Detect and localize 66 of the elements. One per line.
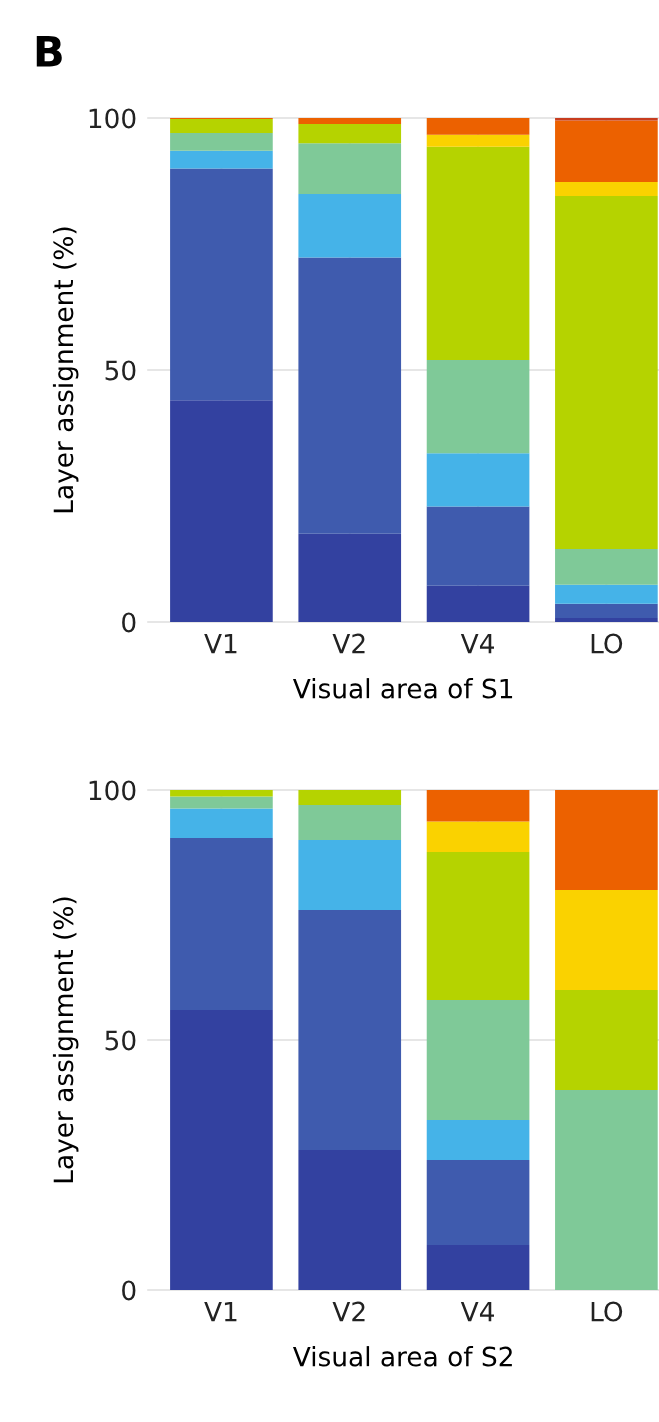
bar: [555, 182, 658, 197]
y-tick-label: 0: [122, 1280, 136, 1301]
bar: [170, 150, 273, 169]
bar: [426, 821, 530, 852]
y-tick-label: 100: [89, 108, 136, 129]
y-axis-title: Layer assignment (%): [52, 897, 79, 1183]
x-tick-label: V2: [332, 1301, 365, 1322]
y-tick-label: 0: [122, 612, 136, 633]
bar: [426, 790, 530, 822]
bar: [298, 257, 402, 534]
y-axis-title: Layer assignment (%): [52, 227, 79, 513]
bar: [426, 146, 530, 360]
bar: [555, 196, 658, 549]
bar: [555, 584, 658, 604]
bar: [555, 790, 658, 890]
chart-title: B: [36, 36, 62, 67]
bar: [426, 1245, 530, 1290]
bar: [426, 1120, 530, 1160]
bar: [426, 585, 530, 622]
x-axis-title: Visual area of S1: [292, 678, 513, 699]
x-tick-label: LO: [591, 633, 623, 654]
bar: [555, 990, 658, 1090]
x-axis-title: Visual area of S2: [292, 1346, 512, 1367]
bar: [170, 1010, 273, 1290]
bar: [298, 124, 402, 144]
bar: [555, 603, 658, 618]
x-tick-label: V1: [204, 1301, 237, 1322]
bar: [426, 118, 530, 135]
bar: [170, 119, 273, 134]
x-tick-label: V4: [460, 633, 495, 654]
bar: [555, 617, 658, 622]
bar: [298, 118, 402, 125]
bar: [170, 168, 273, 401]
bar: [298, 840, 402, 910]
x-tick-label: LO: [591, 1301, 623, 1322]
bar: [426, 453, 530, 507]
x-tick-label: V2: [332, 633, 365, 654]
bar: [426, 359, 530, 454]
bar: [170, 838, 273, 1010]
x-tick-label: V1: [204, 633, 237, 654]
bar: [298, 910, 402, 1150]
bar: [170, 808, 273, 838]
bar: [426, 852, 530, 1000]
bar: [298, 143, 402, 195]
bar: [298, 533, 402, 622]
bar: [298, 1150, 402, 1290]
bar: [170, 400, 273, 622]
bar: [555, 548, 658, 585]
bar: [170, 790, 273, 797]
bar: [298, 194, 402, 258]
y-tick-label: 50: [105, 1030, 136, 1051]
y-tick-label: 100: [89, 780, 136, 801]
bar: [426, 1000, 530, 1120]
bar: [170, 133, 273, 151]
bar: [555, 118, 658, 121]
bar: [555, 1090, 658, 1290]
bar: [555, 120, 658, 183]
x-tick-label: V4: [460, 1301, 495, 1322]
bar: [426, 1160, 530, 1245]
bar: [298, 790, 402, 805]
bar: [298, 805, 402, 840]
bar: [426, 134, 530, 147]
bar: [426, 506, 530, 586]
bar: [170, 796, 273, 809]
bar: [555, 890, 658, 990]
y-tick-label: 50: [105, 360, 136, 381]
